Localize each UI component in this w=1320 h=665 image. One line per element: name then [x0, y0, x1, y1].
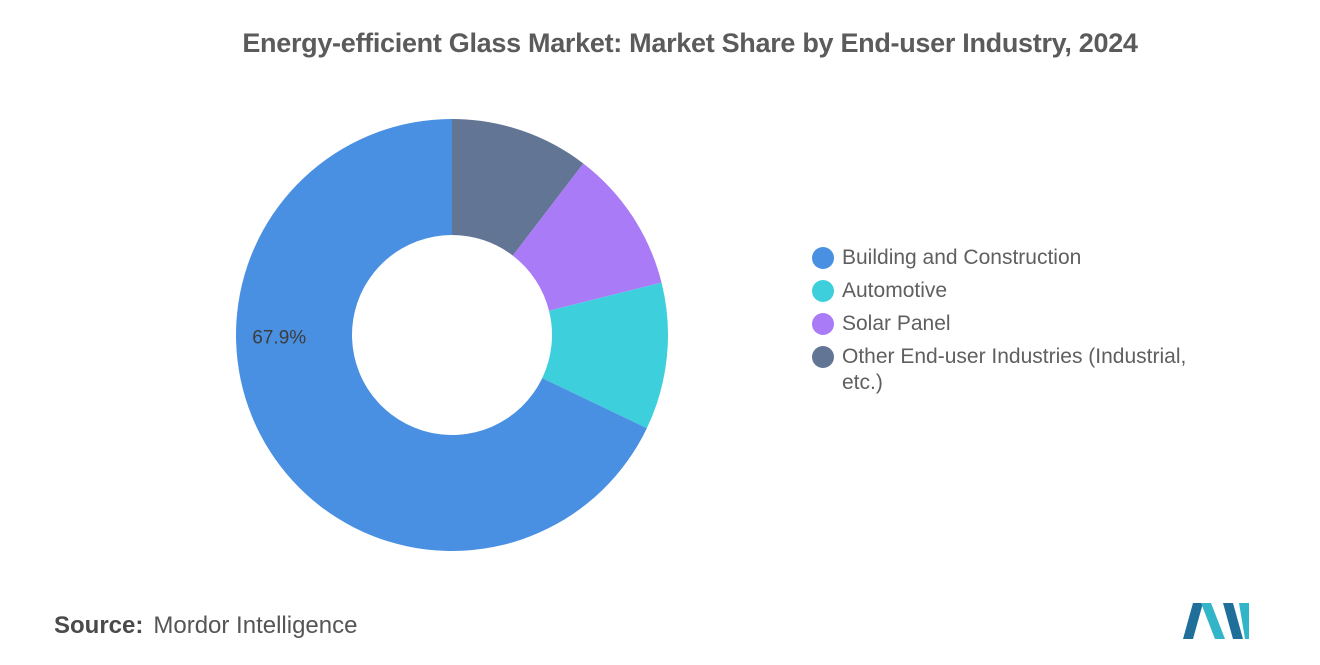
legend-label: Automotive	[842, 279, 948, 302]
chart-title: Energy-efficient Glass Market: Market Sh…	[242, 28, 1138, 58]
legend-swatch	[812, 280, 834, 302]
data-labels: 67.9%	[252, 328, 306, 349]
legend: Building and Construction Automotive Solar…	[812, 245, 1232, 403]
slice-other-end-user-industries-industrial-etc	[452, 119, 584, 256]
slice-building-and-construction	[236, 119, 647, 552]
data-label: 67.9%	[252, 328, 306, 349]
donut-slices	[236, 119, 668, 552]
mordor-intelligence-logo-icon	[1183, 603, 1249, 639]
source-note: Source: Mordor Intelligence	[54, 612, 357, 640]
source-label: Source:	[54, 612, 144, 639]
slice-automotive	[542, 282, 668, 429]
slice-solar-panel	[512, 163, 662, 311]
legend-label: Other End-user Industries (Industrial, e…	[842, 345, 1187, 394]
legend-swatch	[812, 247, 834, 269]
legend-item: Automotive	[812, 278, 1232, 304]
legend-item: Building and Construction	[812, 245, 1232, 271]
logo-right-stroke	[1223, 603, 1243, 639]
legend-swatch	[812, 346, 834, 368]
logo-right-bar	[1239, 603, 1249, 639]
logo-middle-stroke	[1201, 603, 1225, 639]
legend-item: Solar Panel	[812, 311, 1232, 337]
legend-swatch	[812, 313, 834, 335]
legend-item: Other End-user Industries (Industrial, e…	[812, 344, 1232, 396]
legend-label: Solar Panel	[842, 312, 951, 335]
logo-left-stroke	[1183, 603, 1203, 639]
legend-label: Building and Construction	[842, 246, 1082, 269]
source-value: Mordor Intelligence	[153, 612, 358, 639]
